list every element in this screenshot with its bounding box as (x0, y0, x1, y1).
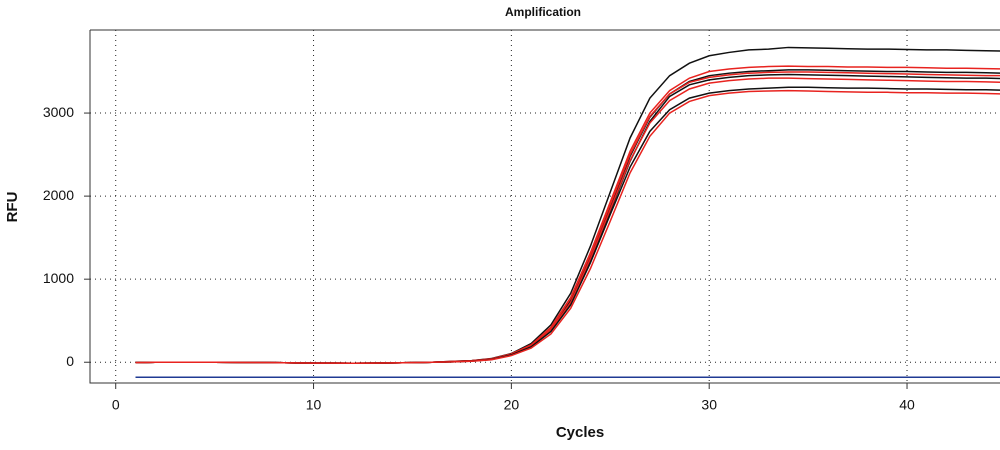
x-tick-label: 10 (306, 397, 322, 413)
series-line (135, 86, 1000, 364)
series-line (135, 73, 1000, 364)
series-line (135, 69, 1000, 364)
y-tick-label: 3000 (43, 104, 74, 120)
y-tick-label: 0 (66, 353, 74, 369)
series-line (135, 71, 1000, 364)
series-line (135, 65, 1000, 364)
y-axis-label: RFU (4, 192, 21, 223)
chart-title: Amplification (505, 5, 581, 19)
x-axis-label: Cycles (556, 424, 604, 441)
series-line (135, 89, 1000, 364)
x-tick-label: 30 (701, 397, 717, 413)
y-tick-label: 2000 (43, 187, 74, 203)
series-line (135, 46, 1000, 364)
y-tick-label: 1000 (43, 270, 74, 286)
grid (84, 30, 1000, 389)
plot-lines (135, 46, 1000, 378)
plot-frame (89, 29, 1000, 384)
series-line (135, 77, 1000, 364)
x-tick-label: 20 (504, 397, 520, 413)
x-tick-label: 0 (112, 397, 120, 413)
x-tick-label: 40 (899, 397, 915, 413)
